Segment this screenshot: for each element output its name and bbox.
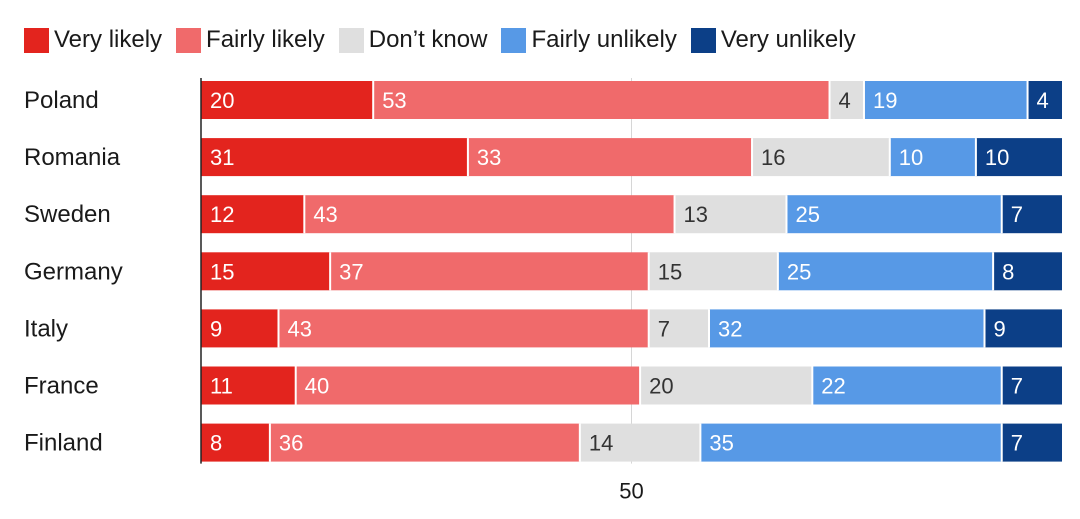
data-label: 16 [761,145,785,170]
bar-segment [467,138,753,177]
data-label: 19 [873,88,897,113]
x-tick-label: 50 [619,479,643,504]
category-label: Germany [24,258,123,285]
data-label: 25 [787,259,811,284]
data-label: 33 [477,145,501,170]
legend-item: Don’t know [338,26,488,54]
category-label: France [24,373,99,400]
data-label: 7 [658,316,670,341]
bar-segment [201,195,305,234]
legend-item: Very likely [24,26,162,54]
data-label: 9 [210,316,222,341]
bar-segment [1027,81,1062,119]
bar-segment [373,81,830,119]
data-label: 32 [718,316,742,341]
bar-segment [269,423,580,462]
data-label: 15 [658,259,682,284]
data-label: 13 [684,202,708,227]
bar-segment [975,138,1062,177]
legend-swatch [338,27,364,53]
bar-segment [640,366,813,405]
legend-swatch [176,27,202,53]
data-label: 53 [382,88,406,113]
legend-label: Very likely [54,26,163,53]
bar-segment [829,81,864,119]
data-label: 43 [313,202,337,227]
data-label: 9 [994,316,1006,341]
bar-segment [201,309,279,348]
bar-segment [648,252,778,291]
chart-legend: Very likely Fairly likely Don’t know Fairly… [24,22,870,58]
bar-segment [330,252,649,291]
legend-swatch [501,27,527,53]
category-label: Poland [24,87,99,114]
category-label: Finland [24,430,103,457]
bar-segment [201,252,331,291]
legend-label: Very unlikely [720,26,856,53]
legend-item: Fairly likely [176,26,325,54]
data-label: 10 [985,145,1009,170]
data-label: 20 [210,88,234,113]
bar-segment [579,423,701,462]
data-label: 7 [1011,431,1023,456]
legend-item: Very unlikely [690,26,856,54]
data-label: 14 [589,431,613,456]
legend-label: Don’t know [368,26,488,53]
data-label: 8 [210,431,222,456]
data-label: 7 [1011,374,1023,399]
bar-segment [201,138,468,177]
bar-segment [700,423,1002,462]
bar-segment [201,366,296,405]
data-label: 4 [839,88,851,113]
data-label: 37 [339,259,363,284]
data-label: 10 [899,145,923,170]
bar-segment [984,309,1062,348]
data-label: 36 [279,431,303,456]
data-label: 25 [795,202,819,227]
bar-segment [863,81,1028,119]
legend-label: Fairly likely [206,26,325,53]
legend-swatch [24,27,49,53]
data-label: 11 [210,374,233,399]
data-label: 12 [210,202,234,227]
data-label: 15 [210,259,234,284]
bar-segment [812,366,1002,405]
legend-label: Fairly unlikely [531,26,677,53]
bar-segment [786,195,1002,234]
bar-segment [1001,366,1062,405]
bar-segment [278,309,649,348]
bar-segment [993,252,1062,291]
bar-segment [889,138,976,177]
bar-segment [708,309,985,348]
bar-segment [1001,423,1062,462]
category-label: Italy [24,315,68,342]
bar-segment [752,138,890,177]
bar-segment [1001,195,1062,234]
data-label: 31 [210,145,234,170]
data-label: 35 [709,431,733,456]
data-label: 20 [649,374,673,399]
bar-segment [201,81,374,119]
bar-segment [295,366,641,405]
bar-segment [777,252,994,291]
bar-segment [304,195,675,234]
data-label: 8 [1002,259,1014,284]
category-label: Romania [24,144,121,171]
legend-swatch [690,27,716,53]
bar-segment [674,195,787,234]
bar-segment [201,423,270,462]
legend-item: Fairly unlikely [501,26,677,54]
data-label: 22 [821,374,845,399]
data-label: 4 [1037,88,1049,113]
data-label: 43 [287,316,311,341]
data-label: 40 [305,374,329,399]
bar-segment [648,309,709,348]
category-label: Sweden [24,201,111,228]
data-label: 7 [1011,202,1023,227]
